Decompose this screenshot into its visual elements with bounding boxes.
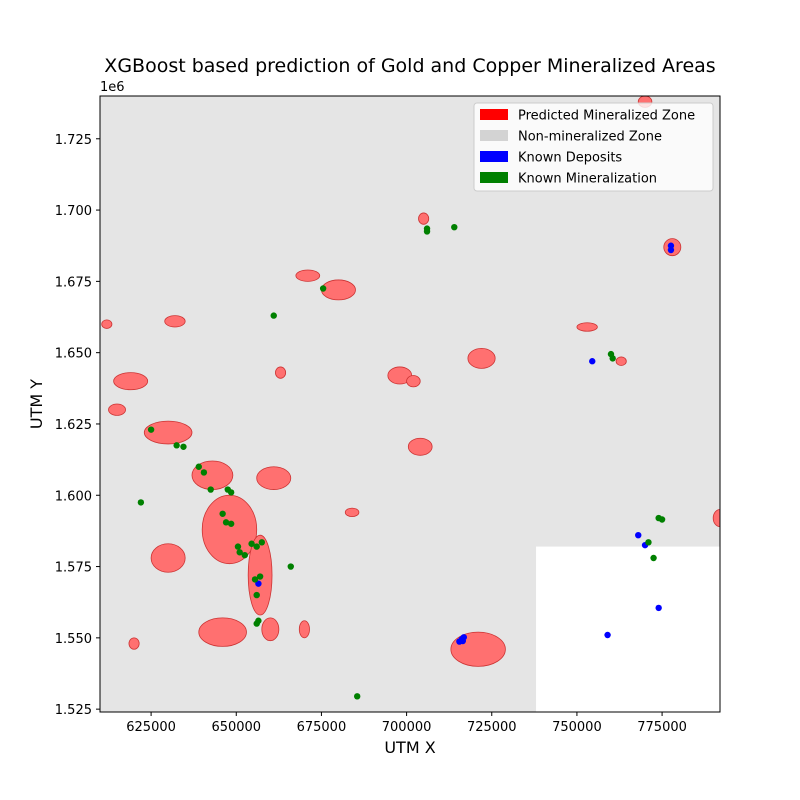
- predicted-zone: [321, 279, 356, 301]
- predicted-zone: [164, 315, 186, 328]
- predicted-zone: [128, 637, 140, 650]
- no-data-region: [536, 546, 720, 712]
- y-tick-label: 1.675: [55, 275, 92, 290]
- mineralization-point: [650, 554, 657, 562]
- mineralization-point: [423, 228, 431, 235]
- legend-swatch: [480, 172, 508, 183]
- mineralization-point: [253, 591, 260, 599]
- x-tick-label: 725000: [467, 720, 517, 735]
- x-tick-label: 700000: [382, 720, 432, 735]
- predicted-zone: [298, 620, 310, 639]
- x-tick-label: 650000: [211, 720, 261, 735]
- deposit-point: [255, 580, 262, 587]
- y-axis-label: UTM Y: [27, 379, 46, 429]
- legend-label: Predicted Mineralized Zone: [518, 109, 695, 124]
- plot-frame: [99, 95, 721, 713]
- mineralization-point: [256, 573, 264, 580]
- mineralization-point: [319, 285, 327, 292]
- deposit-point: [635, 531, 642, 539]
- y-tick-label: 1.700: [55, 204, 92, 219]
- legend-swatch: [480, 151, 508, 162]
- predicted-zone: [256, 466, 292, 490]
- mineralization-point: [180, 443, 187, 450]
- predicted-zone: [143, 420, 193, 445]
- x-axis-ticks: 625000 650000 675000 700000 725000 750000 7750…: [126, 712, 687, 735]
- predicted-zone: [295, 269, 321, 282]
- predicted-zone: [198, 617, 247, 647]
- mineralization-point: [173, 442, 180, 449]
- mineralization-point: [234, 543, 242, 550]
- mineralization-point: [195, 463, 202, 470]
- mineralization-point: [258, 539, 266, 546]
- predicted-zone: [712, 509, 720, 528]
- predicted-zone: [615, 356, 627, 366]
- y-tick-label: 1.725: [55, 133, 92, 148]
- legend-label: Non-mineralized Zone: [518, 130, 662, 145]
- legend-label: Known Mineralization: [518, 172, 657, 187]
- mineralization-point: [248, 540, 255, 547]
- y-tick-label: 1.625: [55, 418, 92, 433]
- x-tick-label: 625000: [126, 720, 176, 735]
- y-axis-ticks: 1.525 1.550 1.575 1.600 1.625 1.650 1.675 1.700…: [55, 133, 100, 718]
- y-tick-label: 1.550: [55, 632, 92, 647]
- predicted-zone: [576, 322, 598, 332]
- mineralization-point: [227, 520, 235, 527]
- predicted-zone: [108, 403, 126, 416]
- predicted-zone: [201, 494, 258, 565]
- mineralization-point: [207, 486, 214, 493]
- predicted-zone: [450, 631, 506, 667]
- mineralization-point: [147, 426, 155, 433]
- y-tick-label: 1.650: [55, 347, 92, 362]
- predicted-zone: [344, 507, 360, 518]
- predicted-zone: [406, 375, 421, 388]
- y-offset-label: 1e6: [100, 80, 125, 95]
- predicted-zone: [418, 212, 430, 225]
- mineralization-point: [287, 563, 294, 570]
- mineralization-point: [200, 469, 208, 476]
- predicted-zone: [407, 437, 433, 456]
- predicted-zone: [261, 617, 280, 642]
- mineralization-point: [353, 693, 361, 700]
- chart-title: XGBoost based prediction of Gold and Cop…: [104, 55, 715, 77]
- x-tick-label: 675000: [297, 720, 347, 735]
- mineralization-point: [253, 620, 260, 627]
- mineralization-point: [227, 489, 235, 496]
- legend-swatch: [480, 109, 508, 120]
- points-layer: [137, 223, 675, 700]
- legend: Predicted Mineralized Zone Non-mineralize…: [473, 102, 714, 192]
- y-tick-label: 1.575: [55, 561, 92, 576]
- deposit-point: [667, 246, 675, 254]
- x-tick-label: 775000: [637, 720, 687, 735]
- deposit-point: [589, 358, 596, 365]
- mineralization-point: [241, 551, 248, 559]
- mineralization-point: [219, 510, 226, 517]
- mineralization-point: [137, 499, 145, 506]
- mineralization-point: [451, 223, 458, 231]
- mineralization-point: [222, 519, 230, 526]
- mineralization-point: [253, 543, 260, 550]
- deposit-point: [655, 604, 662, 612]
- y-tick-label: 1.525: [55, 703, 92, 718]
- mineralization-point: [609, 355, 616, 362]
- legend-box: [473, 102, 714, 192]
- deposit-point: [459, 637, 467, 645]
- mineralization-point: [251, 576, 259, 583]
- x-axis-label: UTM X: [384, 738, 435, 757]
- predicted-zone: [101, 319, 113, 329]
- mineralization-point: [645, 539, 652, 546]
- legend-label: Known Deposits: [518, 151, 622, 166]
- mineralization-point: [658, 516, 666, 523]
- x-tick-label: 750000: [552, 720, 602, 735]
- y-tick-label: 1.600: [55, 489, 92, 504]
- predicted-zone: [467, 347, 496, 369]
- predicted-zone: [275, 366, 287, 379]
- mineralization-point: [236, 549, 243, 556]
- predicted-zone: [113, 372, 149, 391]
- predicted-zone: [150, 543, 186, 573]
- deposit-point: [604, 631, 611, 639]
- legend-swatch: [480, 130, 508, 141]
- mineralization-point: [270, 312, 277, 319]
